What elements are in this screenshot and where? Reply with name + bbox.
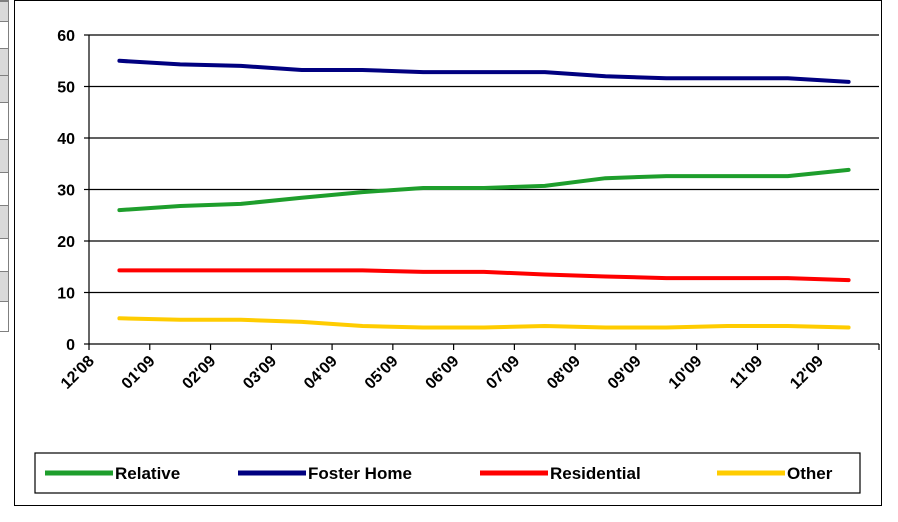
x-tick-label: 03'09 — [240, 353, 280, 393]
x-tick-label: 11'09 — [727, 353, 766, 392]
x-tick-label: 10'09 — [666, 353, 706, 393]
x-tick-label: 12'09 — [787, 353, 827, 393]
legend-foster-home-label: Foster Home — [308, 464, 412, 483]
y-tick-label: 0 — [66, 337, 75, 354]
legend-relative-label: Relative — [115, 464, 180, 483]
legend-other-label: Other — [787, 464, 833, 483]
series-lines — [117, 58, 851, 330]
x-tick-label: 09'09 — [605, 353, 645, 393]
x-tick-label: 08'09 — [544, 353, 584, 393]
legend: Relative Foster Home Residential Other — [34, 452, 861, 494]
strip-cell — [0, 48, 8, 75]
x-tick-label: 01'09 — [119, 353, 159, 393]
strip-cell — [0, 21, 8, 48]
y-tick-label: 50 — [57, 80, 75, 97]
strip-cell — [0, 238, 8, 271]
x-tick-label: 06'09 — [423, 353, 463, 393]
x-tick-label: 05'09 — [362, 353, 402, 393]
y-tick-label: 10 — [57, 286, 75, 303]
chart-area — [14, 0, 882, 506]
series-line-other — [117, 316, 851, 330]
x-tick-label: 04'09 — [301, 353, 341, 393]
series-line-residential — [117, 268, 851, 283]
y-tick-label: 20 — [57, 234, 75, 251]
x-tick-label: 07'09 — [483, 353, 523, 393]
series-line-relative — [117, 167, 851, 213]
strip-cell — [0, 1, 8, 21]
axes: 0 10 20 30 40 50 60 12'08 01'09 02'09 03'09 04'09 05… — [57, 28, 880, 393]
series-line-foster-home — [117, 58, 851, 84]
spreadsheet-edge-strip — [0, 0, 9, 332]
strip-cell — [0, 205, 8, 238]
strip-cell — [0, 172, 8, 205]
x-tick-label: 02'09 — [179, 353, 219, 393]
legend-residential-label: Residential — [550, 464, 641, 483]
y-tick-label: 40 — [57, 131, 75, 148]
y-tick-label: 30 — [57, 183, 75, 200]
strip-cell — [0, 301, 8, 332]
x-tick-label: 12'08 — [58, 353, 98, 393]
strip-cell — [0, 271, 8, 301]
strip-cell — [0, 75, 8, 102]
y-tick-label: 60 — [57, 28, 75, 45]
strip-cell — [0, 139, 8, 172]
strip-cell — [0, 102, 8, 139]
